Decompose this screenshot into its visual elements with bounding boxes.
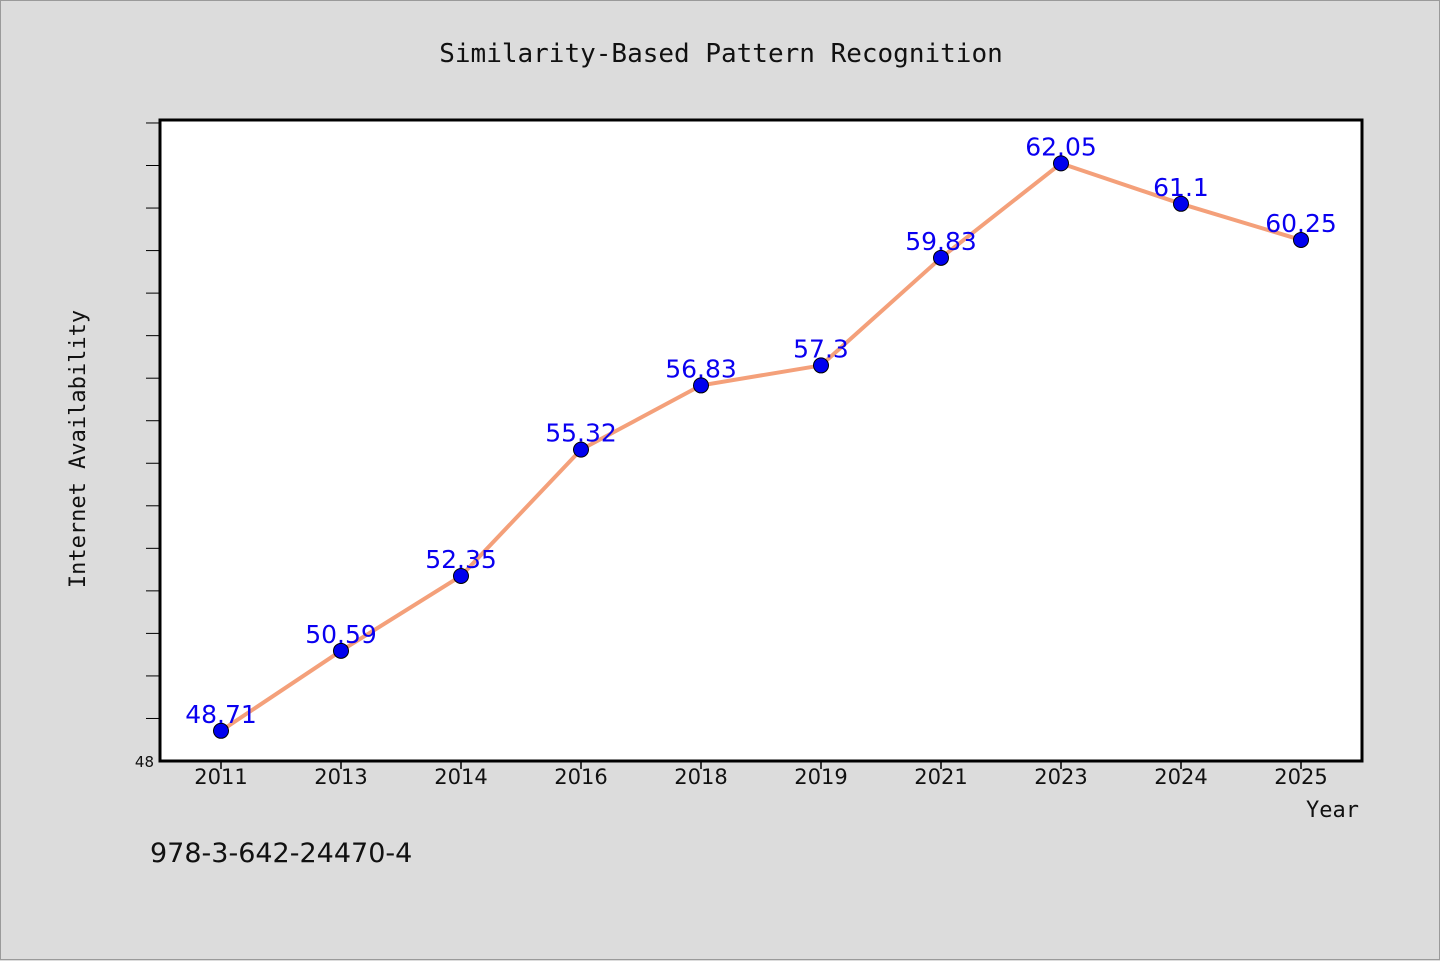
x-tick-label: 2019 xyxy=(794,765,847,789)
chart-title: Similarity-Based Pattern Recognition xyxy=(439,39,1003,69)
plot-area xyxy=(158,118,1364,763)
x-tick-label: 2016 xyxy=(554,765,607,789)
data-label: 55.32 xyxy=(545,419,617,448)
data-point xyxy=(933,249,949,266)
x-tick-label: 2024 xyxy=(1154,765,1207,789)
x-tick-label: 2011 xyxy=(194,765,247,789)
x-tick-label: 2018 xyxy=(674,765,727,789)
data-label: 57.3 xyxy=(793,334,849,363)
data-label: 50.59 xyxy=(305,620,377,649)
series-line xyxy=(219,161,1302,733)
data-label: 62.05 xyxy=(1025,132,1097,161)
y-axis-ticks: 48 xyxy=(135,122,160,771)
data-point xyxy=(1293,231,1309,248)
series-layer: 48.71 50.59 52.35 55.32 56.83 57.3 59.83 62.05 6… xyxy=(185,132,1337,739)
data-point xyxy=(693,377,709,394)
x-tick-label: 2014 xyxy=(434,765,487,789)
data-point xyxy=(1053,155,1069,172)
data-point xyxy=(1173,195,1189,212)
data-point xyxy=(213,722,229,739)
data-label: 56.83 xyxy=(665,354,737,383)
data-label: 61.1 xyxy=(1153,173,1209,202)
x-tick-label: 2021 xyxy=(914,765,967,789)
y-tick-label: 48 xyxy=(135,753,154,771)
data-label: 52.35 xyxy=(425,545,497,574)
isbn-label: 978-3-642-24470-4 xyxy=(150,838,412,869)
data-label: 59.83 xyxy=(905,227,977,256)
x-tick-label: 2023 xyxy=(1034,765,1087,789)
x-axis-ticks: 2011 2013 2014 2016 2018 2019 2021 2023 2024 2025 xyxy=(194,761,1328,789)
data-point xyxy=(813,357,829,374)
data-label: 48.71 xyxy=(185,700,257,729)
data-label: 60.25 xyxy=(1265,209,1337,238)
y-axis-label: Internet Availability xyxy=(66,310,91,588)
x-tick-label: 2013 xyxy=(314,765,367,789)
x-tick-label: 2025 xyxy=(1274,765,1327,789)
data-point xyxy=(573,441,589,458)
data-point xyxy=(453,567,469,584)
data-point xyxy=(333,642,349,659)
x-axis-label: Year xyxy=(1306,798,1359,823)
